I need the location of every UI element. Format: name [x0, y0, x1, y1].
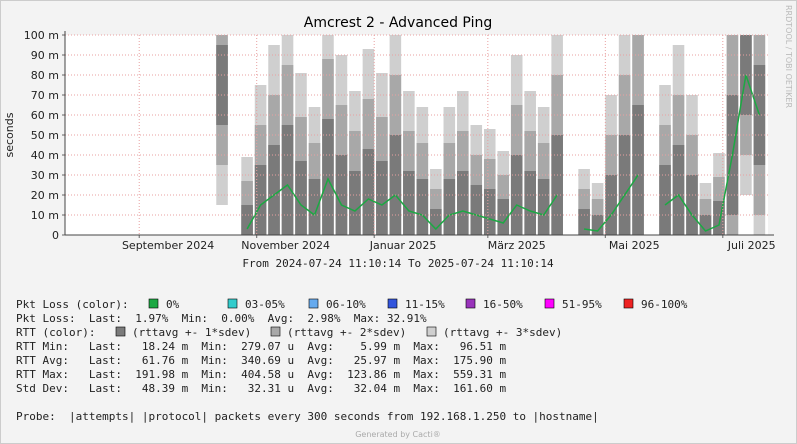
- chart-title: Amcrest 2 - Advanced Ping: [304, 15, 492, 31]
- legend-swatch: [227, 298, 238, 309]
- legend-entry: (rttavg +- 1*sdev): [132, 326, 251, 339]
- legend-swatch: [308, 298, 319, 309]
- y-tick-label: 30 m: [31, 169, 59, 182]
- legend-swatch: [270, 326, 281, 337]
- smoke-band: [551, 135, 563, 235]
- smoke-band: [416, 179, 429, 235]
- smoke-band: [349, 171, 361, 235]
- smoke-band: [659, 165, 671, 235]
- stats-line: Std Dev: Last: 48.39 m Min: 32.31 u Avg:…: [16, 382, 506, 395]
- legend-swatch: [623, 298, 634, 309]
- smoke-band: [497, 199, 510, 235]
- smoke-band: [578, 209, 590, 235]
- legend-entry: 11-15%: [405, 298, 445, 311]
- legend-entry: 06-10%: [326, 298, 366, 311]
- period: From 2024-07-24 11:10:14 To 2025-07-24 1…: [242, 257, 554, 270]
- legend-entry: (rttavg +- 3*sdev): [443, 326, 562, 339]
- period-end: 2025-07-24 11:10:14: [428, 257, 554, 270]
- x-tick-label: Januar 2025: [369, 239, 437, 252]
- legend-label: RTT (color):: [16, 326, 95, 339]
- smoke-band: [510, 155, 523, 235]
- legend-swatch: [387, 298, 398, 309]
- smoke-band: [216, 45, 228, 125]
- smoke-band: [591, 215, 604, 235]
- legend-entry: 96-100%: [641, 298, 688, 311]
- watermark: RRDTOOL / TOBI OETIKER: [784, 5, 793, 108]
- smoke-band: [699, 215, 712, 235]
- smoke-band: [295, 161, 307, 235]
- smoke-band: [430, 209, 442, 235]
- y-tick-label: 80 m: [31, 69, 59, 82]
- period-from: From: [242, 257, 269, 270]
- x-tick-label: November 2024: [241, 239, 330, 252]
- stats-line: RTT Avg: Last: 61.76 m Min: 340.69 u Avg…: [16, 354, 506, 367]
- plot: [216, 35, 766, 235]
- stats-line: RTT Min: Last: 18.24 m Min: 279.07 u Avg…: [16, 340, 506, 353]
- y-tick-label: 60 m: [31, 109, 59, 122]
- smoke-band: [389, 135, 402, 235]
- smoke-band: [524, 171, 536, 235]
- y-tick-label: 100 m: [24, 29, 59, 42]
- y-tick-label: 0: [52, 229, 59, 242]
- smoke-band: [457, 171, 469, 235]
- y-tick-label: 40 m: [31, 149, 59, 162]
- period-to: To: [408, 257, 421, 270]
- x-tick-label: Juli 2025: [727, 239, 776, 252]
- legend-swatch: [148, 298, 159, 309]
- smoke-band: [254, 165, 267, 235]
- smoke-band: [632, 105, 644, 235]
- smoke-band: [443, 179, 456, 235]
- smoke-band: [686, 175, 698, 235]
- footer: Generated by Cacti®: [355, 430, 441, 439]
- y-tick-label: 90 m: [31, 49, 59, 62]
- probe-info: Probe: |attempts| |protocol| packets eve…: [16, 410, 599, 423]
- legend-entry: 16-50%: [483, 298, 523, 311]
- smoke-band: [376, 161, 388, 235]
- smoke-band: [403, 171, 415, 235]
- stats-line: Pkt Loss: Last: 1.97% Min: 0.00% Avg: 2.…: [16, 312, 427, 325]
- legend-swatch: [426, 326, 437, 337]
- smoke-band: [483, 189, 496, 235]
- legend-swatch: [115, 326, 126, 337]
- legend-entry: (rttavg +- 2*sdev): [287, 326, 406, 339]
- smoke-band: [470, 185, 483, 235]
- legend-swatch: [544, 298, 555, 309]
- smoke-band: [605, 175, 617, 235]
- x-tick-label: September 2024: [122, 239, 214, 252]
- y-tick-label: 70 m: [31, 89, 59, 102]
- y-axis-label: seconds: [3, 112, 16, 157]
- smoke-band: [537, 179, 550, 235]
- smoke-band: [713, 201, 725, 235]
- legend-entry: 0%: [166, 298, 180, 311]
- y-tick-label: 50 m: [31, 129, 59, 142]
- legend-swatch: [465, 298, 476, 309]
- smoke-band: [241, 205, 253, 235]
- smoke-band: [618, 135, 631, 235]
- smoke-band: [672, 145, 685, 235]
- y-tick-label: 20 m: [31, 189, 59, 202]
- smoke-band: [308, 179, 321, 235]
- smoke-band: [281, 125, 294, 235]
- y-tick-label: 10 m: [31, 209, 59, 222]
- legend-entry: 03-05%: [245, 298, 285, 311]
- x-tick-label: März 2025: [488, 239, 546, 252]
- period-start: 2024-07-24 11:10:14: [275, 257, 401, 270]
- stats-line: RTT Max: Last: 191.98 m Min: 404.58 u Av…: [16, 368, 506, 381]
- x-tick-label: Mai 2025: [609, 239, 660, 252]
- smoke-band: [322, 119, 334, 235]
- legend-entry: 51-95%: [562, 298, 602, 311]
- smoke-band: [268, 145, 280, 235]
- legend-label: Pkt Loss (color):: [16, 298, 129, 311]
- smoke-band: [362, 149, 375, 235]
